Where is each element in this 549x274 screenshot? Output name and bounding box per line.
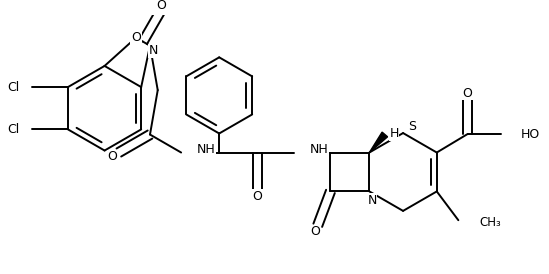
Text: CH₃: CH₃ — [479, 216, 501, 229]
Text: O: O — [156, 0, 166, 12]
Text: H: H — [389, 127, 399, 140]
Text: O: O — [463, 87, 473, 100]
Text: O: O — [253, 190, 262, 203]
Text: O: O — [108, 150, 117, 163]
Text: N: N — [148, 44, 158, 57]
Text: N: N — [367, 194, 377, 207]
Text: O: O — [310, 226, 320, 238]
Polygon shape — [369, 132, 388, 153]
Text: Cl: Cl — [7, 81, 19, 94]
Text: Cl: Cl — [7, 123, 19, 136]
Text: S: S — [408, 120, 416, 133]
Text: O: O — [131, 31, 141, 44]
Text: NH: NH — [197, 143, 215, 156]
Text: NH: NH — [310, 143, 329, 156]
Text: HO: HO — [521, 127, 540, 141]
